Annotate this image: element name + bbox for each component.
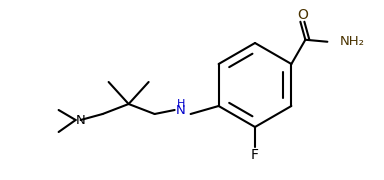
- Text: N: N: [76, 114, 86, 127]
- Text: H: H: [176, 99, 185, 109]
- Text: F: F: [251, 148, 259, 162]
- Text: O: O: [297, 8, 308, 22]
- Text: NH₂: NH₂: [339, 35, 364, 48]
- Text: N: N: [176, 103, 185, 116]
